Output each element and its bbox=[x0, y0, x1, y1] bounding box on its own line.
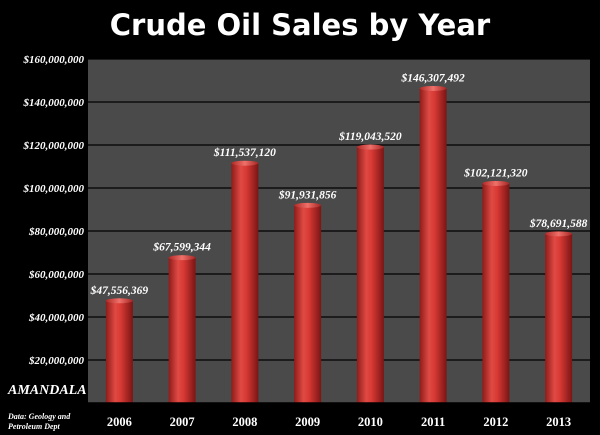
bar-top bbox=[231, 160, 259, 166]
data-label: $67,599,344 bbox=[152, 241, 211, 254]
y-tick-label: $160,000,000 bbox=[23, 54, 85, 66]
bar-top bbox=[294, 202, 322, 208]
bar-group bbox=[294, 202, 322, 403]
amandala-logo: AMANDALA bbox=[7, 383, 87, 398]
y-tick-label: $20,000,000 bbox=[28, 355, 85, 367]
bar-group bbox=[419, 85, 447, 403]
bar-group bbox=[168, 255, 196, 403]
bar bbox=[231, 163, 259, 403]
x-tick-label: 2011 bbox=[421, 415, 445, 429]
x-tick-label: 2013 bbox=[546, 415, 571, 429]
x-tick-label: 2012 bbox=[483, 415, 508, 429]
source-line-2: Petroleum Dept bbox=[8, 422, 61, 431]
y-tick-label: $60,000,000 bbox=[28, 269, 85, 281]
source-line-1: Data: Geology and bbox=[7, 412, 71, 421]
data-label: $146,307,492 bbox=[401, 71, 466, 84]
y-tick-label: $40,000,000 bbox=[28, 312, 85, 324]
y-tick-label: $80,000,000 bbox=[28, 226, 85, 238]
x-tick-label: 2006 bbox=[107, 415, 132, 429]
y-tick-label: $120,000,000 bbox=[23, 140, 85, 152]
data-label: $78,691,588 bbox=[529, 217, 588, 230]
chart-title: Crude Oil Sales by Year bbox=[110, 8, 491, 42]
bar bbox=[419, 88, 447, 403]
bar bbox=[482, 183, 510, 403]
bar-top bbox=[105, 298, 133, 304]
bar bbox=[294, 205, 322, 403]
data-label: $47,556,369 bbox=[90, 284, 149, 297]
x-tick-label: 2008 bbox=[232, 415, 257, 429]
y-tick-label: $100,000,000 bbox=[23, 183, 85, 195]
bar bbox=[105, 300, 133, 403]
bar bbox=[168, 257, 196, 403]
bar bbox=[545, 233, 573, 403]
bar-group bbox=[356, 144, 384, 403]
bar-top bbox=[545, 231, 573, 237]
bar-group bbox=[105, 298, 133, 403]
bar-top bbox=[356, 144, 384, 150]
source-footer: AMANDALA Data: Geology and Petroleum Dep… bbox=[7, 383, 87, 431]
bar-top bbox=[168, 255, 196, 261]
data-label: $119,043,520 bbox=[338, 130, 402, 143]
y-tick-label: $140,000,000 bbox=[23, 97, 85, 109]
bar-top bbox=[419, 85, 447, 91]
x-tick-label: 2010 bbox=[358, 415, 383, 429]
data-label: $102,121,320 bbox=[463, 166, 528, 179]
bar-group bbox=[231, 160, 259, 403]
x-tick-label: 2007 bbox=[170, 415, 195, 429]
bar-group bbox=[545, 231, 573, 403]
bar bbox=[356, 147, 384, 403]
data-label: $111,537,120 bbox=[213, 146, 276, 159]
bar-top bbox=[482, 180, 510, 186]
bar-group bbox=[482, 180, 510, 403]
x-tick-label: 2009 bbox=[295, 415, 320, 429]
data-label: $91,931,856 bbox=[278, 188, 337, 201]
